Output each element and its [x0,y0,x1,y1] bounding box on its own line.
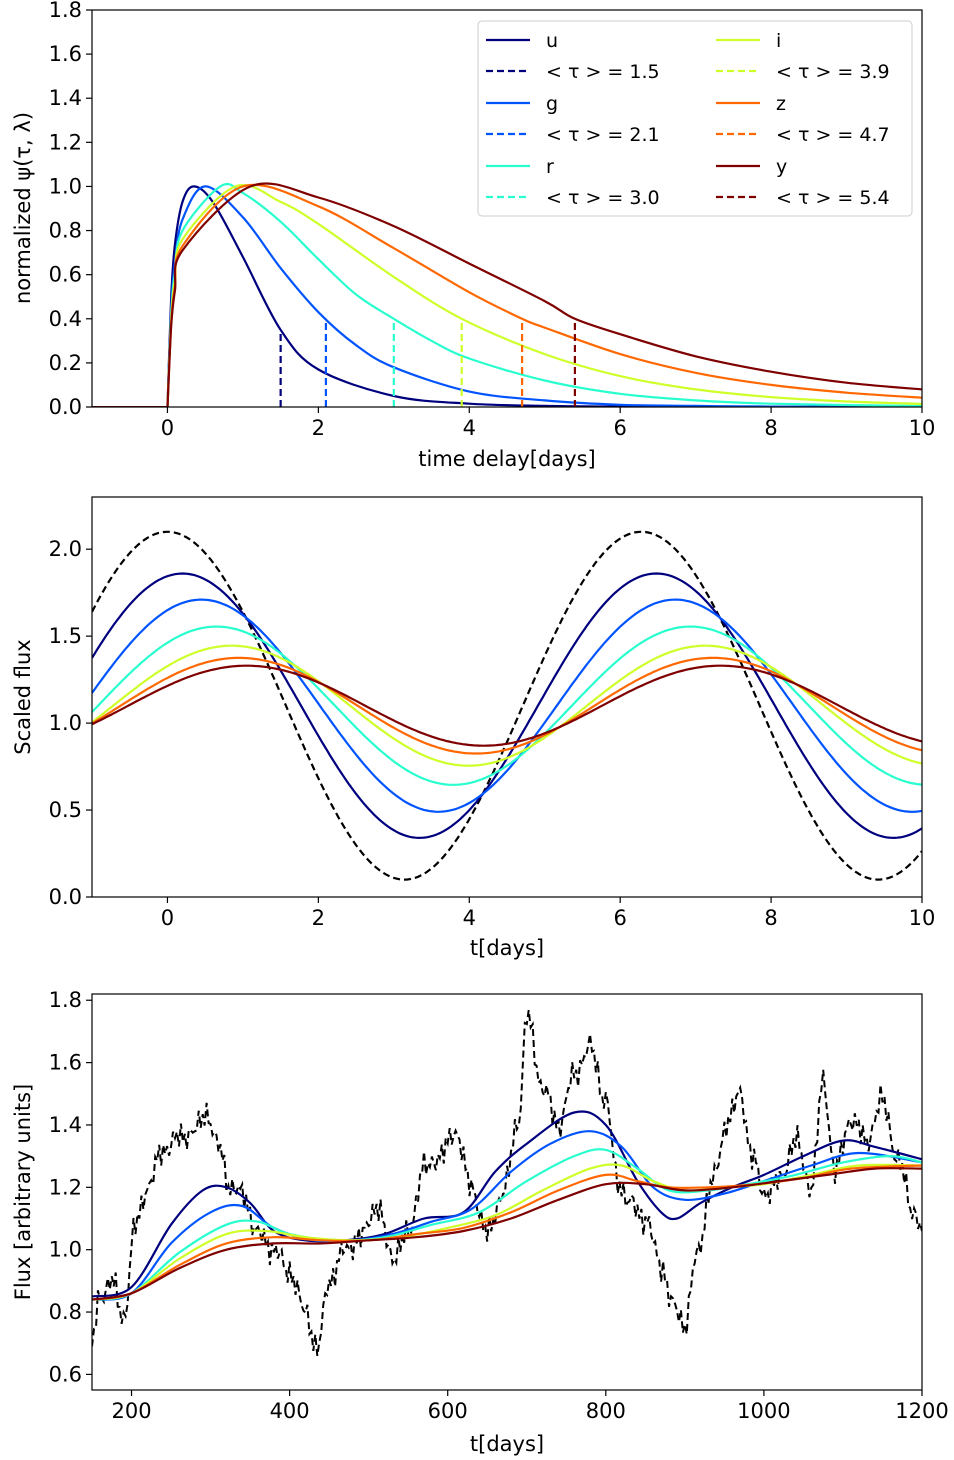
y-tick-label: 2.0 [49,537,82,561]
x-tick-label: 800 [586,1399,626,1423]
legend-label-z: z [776,93,786,115]
y-tick-label: 1.4 [49,1113,82,1137]
x-tick-label: 4 [463,416,476,440]
x-tick-label: 400 [270,1399,310,1423]
psi-axes-frame [91,9,923,408]
x-tick-label: 10 [909,906,936,930]
legend: u < τ > = 1.5 g < τ > = 2.1 r < τ > = 3.0 i < τ… [477,20,913,217]
x-tick-label: 1200 [895,1399,948,1423]
y-tick-label: 0.0 [49,395,82,419]
y-tick-label: 0.6 [49,1362,82,1386]
x-tick-label: 6 [613,906,626,930]
scaled-flux-panel: 0 2 4 6 8 10 0.0 0.5 1.0 1.5 2.0 t[days] Scaled fl… [11,496,936,960]
psi-y-axis-label: normalized ψ(τ, λ) [11,112,35,304]
legend-label-mean-z: < τ > = 4.7 [776,124,890,146]
scaled-flux-x-axis-label: t[days] [470,936,544,960]
y-tick-label: 1.6 [49,42,82,66]
legend-label-u: u [546,30,558,52]
y-tick-label: 0.4 [49,307,82,331]
y-tick-label: 1.2 [49,130,82,154]
x-tick-label: 600 [428,1399,468,1423]
y-tick-label: 1.4 [49,86,82,110]
legend-label-mean-i: < τ > = 3.9 [776,61,890,83]
legend-label-mean-y: < τ > = 5.4 [776,187,890,209]
legend-label-r: r [546,156,554,178]
x-tick-label: 0 [161,906,174,930]
scaled-flux-curve-driving [92,530,922,881]
scaled-flux-y-axis-label: Scaled flux [11,639,35,754]
legend-label-i: i [776,30,781,52]
light-curve-y [92,1167,922,1301]
x-tick-label: 8 [764,416,777,440]
y-tick-label: 1.0 [49,711,82,735]
y-tick-label: 1.6 [49,1051,82,1075]
y-tick-label: 0.5 [49,798,82,822]
light-curve-y-axis-label: Flux [arbitrary units] [11,1084,35,1300]
legend-box [477,20,913,217]
psi-curve-g [166,185,922,407]
y-tick-label: 0.8 [49,1300,82,1324]
y-tick-label: 0.6 [49,263,82,287]
psi-x-axis-label: time delay[days] [418,447,595,471]
scaled-flux-curve-y [92,664,922,747]
y-tick-label: 1.0 [49,1238,82,1262]
scaled-flux-axes-frame [91,496,923,898]
x-tick-label: 2 [312,906,325,930]
scaled-flux-curve-g [92,598,922,813]
y-tick-label: 1.2 [49,1175,82,1199]
light-curve-r [92,1148,922,1301]
light-curve-axes-frame [91,993,923,1391]
x-tick-label: 200 [111,1399,151,1423]
light-curve-g [92,1130,922,1301]
scaled-flux-curve-u [92,572,922,840]
y-tick-label: 0.2 [49,351,82,375]
psi-panel: 0 2 4 6 8 10 0.0 0.2 0.4 0.6 0.8 1.0 1.2 1.4 1.6 1.8 ti… [11,0,935,471]
y-tick-label: 1.5 [49,624,82,648]
light-curve-driving [92,1009,922,1356]
x-tick-label: 2 [312,416,325,440]
psi-curve-y [166,182,922,407]
scaled-flux-curve-z [92,656,922,755]
legend-label-y: y [776,156,787,178]
scaled-flux-curve-r [92,625,922,786]
y-tick-label: 1.8 [49,988,82,1012]
legend-label-mean-u: < τ > = 1.5 [546,61,660,83]
x-tick-label: 6 [613,416,626,440]
legend-label-g: g [546,93,558,115]
light-curve-u [92,1110,922,1298]
x-tick-label: 4 [463,906,476,930]
y-tick-label: 1.8 [49,0,82,22]
psi-curve-r [166,182,922,407]
x-tick-label: 1000 [737,1399,790,1423]
light-curve-panel: 200 400 600 800 1000 1200 0.6 0.8 1.0 1.2 1.4 1.6 1.… [11,988,949,1456]
legend-label-mean-r: < τ > = 3.0 [546,187,660,209]
scaled-flux-curve-i [92,644,922,767]
y-tick-label: 0.0 [49,885,82,909]
y-tick-label: 0.8 [49,219,82,243]
x-tick-label: 0 [161,416,174,440]
x-tick-label: 10 [909,416,936,440]
legend-label-mean-g: < τ > = 2.1 [546,124,660,146]
light-curve-x-axis-label: t[days] [470,1432,544,1456]
x-tick-label: 8 [764,906,777,930]
y-tick-label: 1.0 [49,174,82,198]
